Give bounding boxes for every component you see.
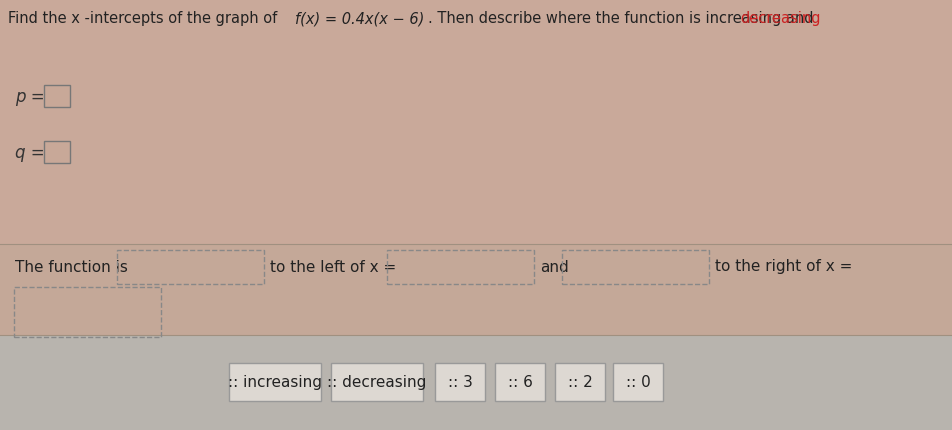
Text: :: decreasing: :: decreasing <box>327 375 426 390</box>
Text: :: 0: :: 0 <box>625 375 649 390</box>
Text: and: and <box>540 259 568 274</box>
Text: p =: p = <box>15 88 45 106</box>
FancyBboxPatch shape <box>612 363 663 401</box>
Bar <box>0 244 952 335</box>
Text: :: 2: :: 2 <box>567 375 592 390</box>
Text: Find the x -intercepts of the graph of: Find the x -intercepts of the graph of <box>8 11 282 26</box>
Text: . Then describe where the function is increasing and: . Then describe where the function is in… <box>427 11 817 26</box>
Bar <box>0 335 952 430</box>
FancyBboxPatch shape <box>434 363 485 401</box>
Text: :: increasing: :: increasing <box>228 375 322 390</box>
FancyBboxPatch shape <box>228 363 321 401</box>
Text: f(x) = 0.4x(x − 6): f(x) = 0.4x(x − 6) <box>295 11 424 26</box>
Text: :: 3: :: 3 <box>447 375 472 390</box>
FancyBboxPatch shape <box>554 363 605 401</box>
Text: The function is: The function is <box>15 259 128 274</box>
Text: q =: q = <box>15 144 45 162</box>
FancyBboxPatch shape <box>44 86 69 108</box>
Text: :: 6: :: 6 <box>507 375 532 390</box>
FancyBboxPatch shape <box>494 363 545 401</box>
Text: decreasing: decreasing <box>739 11 820 26</box>
Text: to the right of x =: to the right of x = <box>714 259 851 274</box>
Text: to the left of x =: to the left of x = <box>269 259 396 274</box>
FancyBboxPatch shape <box>330 363 423 401</box>
FancyBboxPatch shape <box>44 141 69 164</box>
